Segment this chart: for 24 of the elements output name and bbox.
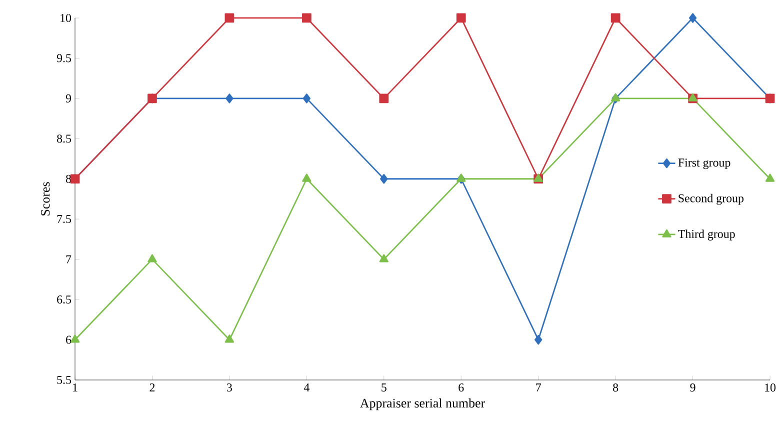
- x-tick-label: 9: [690, 384, 696, 392]
- x-tick-label: 3: [227, 384, 232, 392]
- y-tick-label: 7: [66, 255, 72, 264]
- x-tick-label: 1: [73, 384, 78, 392]
- y-tick-label: 9: [66, 94, 71, 102]
- legend-label: First group: [678, 158, 730, 170]
- x-axis-title: Appraiser serial number: [360, 398, 485, 410]
- y-tick-label: 9.5: [56, 54, 72, 62]
- y-tick-label: 8.5: [57, 134, 72, 143]
- x-tick-label: 5: [382, 384, 386, 392]
- y-tick-label: 5.5: [57, 376, 72, 384]
- x-tick-label: 10: [765, 384, 776, 392]
- x-tick-label: 6: [458, 384, 464, 392]
- y-axis-title: Scores: [41, 182, 50, 216]
- x-tick-label: 2: [150, 384, 155, 392]
- x-tick-label: 8: [613, 384, 618, 392]
- x-tick-label: 7: [536, 384, 541, 392]
- y-tick-label: 6: [66, 336, 72, 344]
- y-tick-label: 6.5: [57, 295, 72, 304]
- x-tick-label: 4: [304, 384, 310, 392]
- y-tick-label: 10: [60, 14, 72, 22]
- y-tick-label: 7.5: [57, 215, 72, 224]
- legend-label: Second group: [678, 194, 744, 205]
- legend-label: Third group: [678, 230, 735, 240]
